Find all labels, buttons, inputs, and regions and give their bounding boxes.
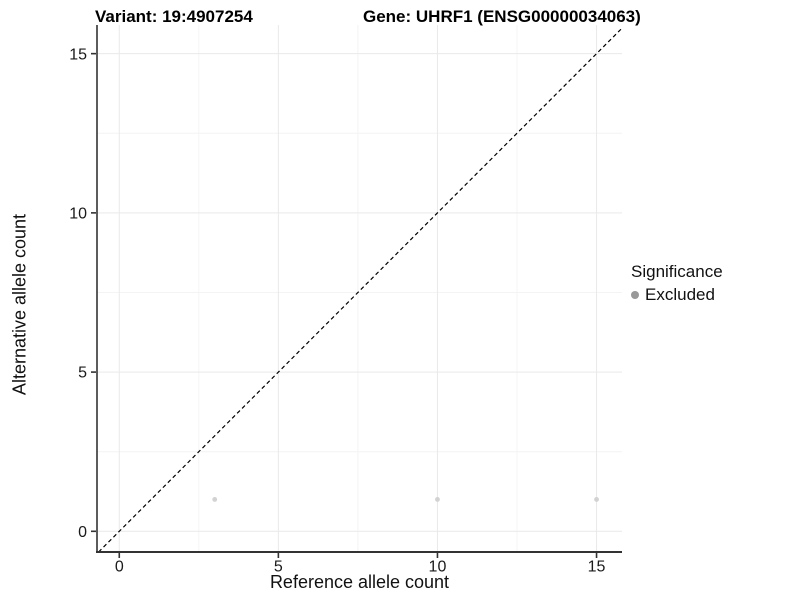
- y-tick-label: 10: [69, 205, 87, 222]
- legend-title: Significance: [631, 262, 723, 281]
- data-point: [594, 497, 599, 502]
- legend-entry-excluded: Excluded: [631, 285, 796, 305]
- legend-entry-label: Excluded: [645, 285, 715, 304]
- data-point: [212, 497, 218, 502]
- plot-title-gene: Gene: UHRF1 (ENSG00000034063): [363, 7, 641, 26]
- x-axis-title: Reference allele count: [269, 572, 450, 592]
- legend-point-icon: [631, 291, 639, 299]
- identity-line: [98, 27, 623, 553]
- plot-title-variant: Variant: 19:4907254: [95, 7, 253, 26]
- legend: Significance Excluded: [631, 262, 796, 305]
- data-point: [435, 497, 440, 502]
- x-tick-label: 5: [274, 558, 283, 575]
- y-tick-label: 0: [78, 524, 87, 541]
- x-tick-label: 10: [429, 558, 447, 575]
- y-tick-label: 5: [78, 365, 87, 382]
- x-tick-label: 0: [115, 558, 124, 575]
- x-tick-label: 15: [588, 558, 606, 575]
- y-tick-label: 15: [69, 46, 87, 63]
